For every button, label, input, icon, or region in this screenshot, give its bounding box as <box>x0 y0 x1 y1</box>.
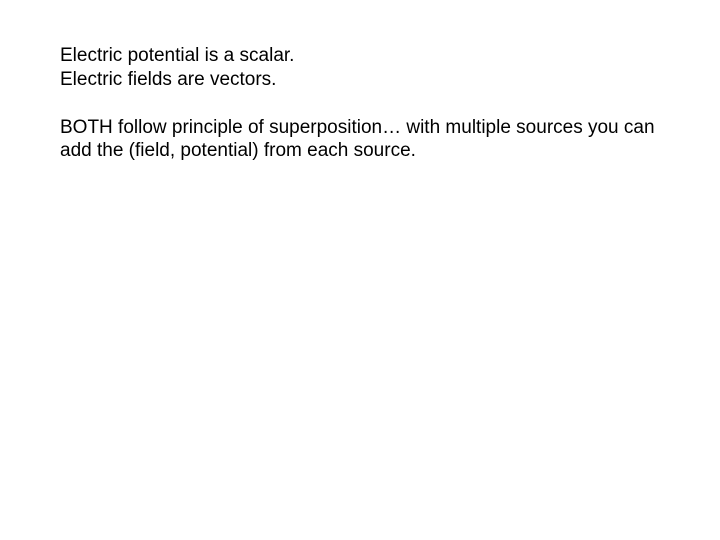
superposition-text: BOTH follow principle of superposition… … <box>60 117 655 162</box>
line-fields-vectors: Electric fields are vectors. <box>60 68 660 92</box>
slide: Electric potential is a scalar. Electric… <box>0 0 720 540</box>
superposition-block: BOTH follow principle of superposition… … <box>60 116 660 164</box>
line-potential-scalar: Electric potential is a scalar. <box>60 44 660 68</box>
intro-block: Electric potential is a scalar. Electric… <box>60 44 660 92</box>
